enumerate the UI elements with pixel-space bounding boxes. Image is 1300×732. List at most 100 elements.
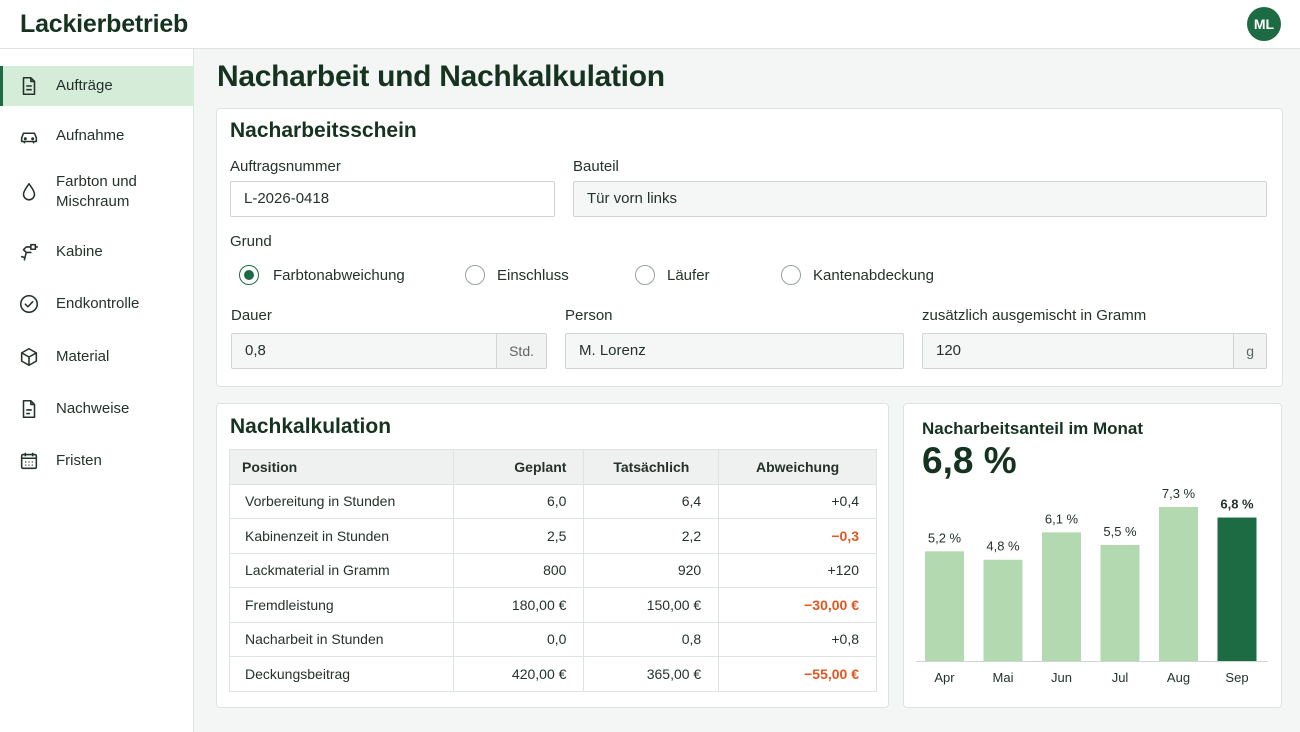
radio-circle <box>239 265 259 285</box>
table-cell-actual: 150,00 € <box>583 587 720 623</box>
chart-bar-jul <box>1100 544 1140 661</box>
column-header-position: Position <box>229 449 454 485</box>
car-icon <box>20 132 38 144</box>
user-avatar[interactable]: ML <box>1247 7 1281 41</box>
droplet-icon <box>22 182 36 201</box>
duration-value: 0,8 <box>245 342 266 359</box>
radio-label: Einschluss <box>497 266 569 284</box>
chart-tick-label: Apr <box>934 670 955 685</box>
person-input[interactable]: M. Lorenz <box>565 333 904 369</box>
reason-radio-einschluss[interactable]: Einschluss <box>465 265 569 285</box>
chart-bar-jun <box>1042 532 1081 661</box>
table-cell-actual: 0,8 <box>583 621 720 657</box>
sidebar-item-endkontrolle[interactable]: Endkontrolle <box>0 284 194 324</box>
duration-input[interactable]: 0,8 Std. <box>231 333 547 369</box>
sidebar-item-label: Nachweise <box>56 400 130 417</box>
extra-mix-unit: g <box>1233 334 1266 368</box>
reason-radio-kantenabdeckung[interactable]: Kantenabdeckung <box>781 265 934 285</box>
table-cell-position: Lackmaterial in Gramm <box>229 552 454 588</box>
table-row: Kabinenzeit in Stunden 2,5 2,2 −0,3 <box>229 518 877 554</box>
sidebar-item-auftraege[interactable]: Aufträge <box>0 66 194 106</box>
order-number-label: Auftragsnummer <box>230 158 341 175</box>
chart-data-label: 6,1 % <box>1045 511 1079 526</box>
sidebar-item-label: Material <box>56 348 110 365</box>
sidebar-item-label: Aufträge <box>56 77 113 94</box>
table-header-row: Position Geplant Tatsächlich Abweichung <box>229 449 877 485</box>
table-cell-position: Vorbereitung in Stunden <box>229 483 454 519</box>
file-icon <box>22 399 36 419</box>
radio-label: Läufer <box>667 266 710 284</box>
extra-mix-value: 120 <box>936 342 962 359</box>
table-cell-deviation: −0,3 <box>718 518 877 554</box>
chart-bar-sep <box>1217 517 1257 661</box>
box-icon <box>20 347 38 367</box>
chart-data-label: 6,8 % <box>1220 497 1254 512</box>
radio-label: Farbtonabweichung <box>273 266 405 284</box>
sidebar-item-fristen[interactable]: Fristen <box>0 441 194 481</box>
app-title: Lackierbetrieb <box>20 10 189 38</box>
sidebar-item-farbton[interactable]: Farbton und Mischraum <box>0 166 194 218</box>
calendar-icon <box>20 452 38 470</box>
chart-bar-mai <box>983 559 1023 661</box>
table-cell-position: Kabinenzeit in Stunden <box>229 518 454 554</box>
sidebar-item-label: Kabine <box>56 243 103 260</box>
top-bar: Lackierbetrieb ML <box>0 0 1300 49</box>
table-cell-deviation: −30,00 € <box>718 587 877 623</box>
table-cell-planned: 0,0 <box>452 621 585 657</box>
sidebar-item-kabine[interactable]: Kabine <box>0 232 194 272</box>
table-cell-actual: 2,2 <box>583 518 720 554</box>
sidebar-item-label: Endkontrolle <box>56 295 140 312</box>
chart-tick-label: Jul <box>1112 670 1129 685</box>
sidebar-item-label: Aufnahme <box>56 127 125 144</box>
check-circle-icon <box>19 294 39 314</box>
sidebar-item-aufnahme[interactable]: Aufnahme <box>0 116 194 156</box>
duration-label: Dauer <box>231 307 272 324</box>
bar-chart: 5,2 % Apr 4,8 % Mai 6,1 % Jun 5,5 % Jul 7,3 % Aug… <box>916 486 1268 685</box>
chart-data-label: 4,8 % <box>986 539 1020 554</box>
form-title: Nacharbeitsschein <box>230 119 417 142</box>
radio-circle <box>465 265 485 285</box>
chart-tick-label: Sep <box>1225 670 1248 685</box>
table-cell-actual: 365,00 € <box>583 656 720 692</box>
page-title: Nacharbeit und Nachkalkulation <box>217 60 665 93</box>
table-cell-deviation: +120 <box>718 552 877 588</box>
part-input[interactable]: Tür vorn links <box>573 181 1267 217</box>
part-label: Bauteil <box>573 158 619 175</box>
document-icon <box>22 76 36 96</box>
reason-label: Grund <box>230 233 272 250</box>
sidebar-item-material[interactable]: Material <box>0 337 194 377</box>
extra-mix-label: zusätzlich ausgemischt in Gramm <box>922 307 1147 324</box>
person-label: Person <box>565 307 613 324</box>
radio-circle <box>781 265 801 285</box>
chart-title: Nacharbeitsanteil im Monat <box>922 419 1144 438</box>
table-cell-deviation: +0,8 <box>718 621 877 657</box>
table-row: Nacharbeit in Stunden 0,0 0,8 +0,8 <box>229 621 877 657</box>
radio-circle <box>635 265 655 285</box>
sidebar-item-label: Fristen <box>56 452 102 469</box>
table-cell-deviation: −55,00 € <box>718 656 877 692</box>
reason-radio-laeufer[interactable]: Läufer <box>635 265 710 285</box>
spray-gun-icon <box>20 243 39 261</box>
table-row: Lackmaterial in Gramm 800 920 +120 <box>229 552 877 588</box>
chart-data-label: 7,3 % <box>1162 486 1196 501</box>
radio-label: Kantenabdeckung <box>813 266 934 284</box>
extra-mix-input[interactable]: 120 g <box>922 333 1267 369</box>
order-number-input[interactable]: L-2026-0418 <box>230 181 555 217</box>
chart-data-label: 5,2 % <box>928 530 962 545</box>
chart-bar-aug <box>1159 507 1198 661</box>
duration-unit: Std. <box>496 334 546 368</box>
chart-bar-apr <box>925 551 964 661</box>
table-cell-planned: 800 <box>452 552 585 588</box>
calc-title: Nachkalkulation <box>230 415 392 438</box>
table-cell-planned: 6,0 <box>452 483 585 519</box>
table-cell-deviation: +0,4 <box>718 483 877 519</box>
chart-headline-value: 6,8 % <box>922 440 1017 481</box>
calc-table: Position Geplant Tatsächlich Abweichung … <box>229 449 877 692</box>
column-header-deviation: Abweichung <box>718 449 877 485</box>
sidebar-item-nachweise[interactable]: Nachweise <box>0 389 194 429</box>
sidebar-item-label: Farbton und Mischraum <box>56 173 137 210</box>
chart-tick-label: Aug <box>1167 670 1190 685</box>
reason-radio-farbtonabweichung[interactable]: Farbtonabweichung <box>239 265 405 285</box>
chart-tick-label: Mai <box>993 670 1014 685</box>
chart-data-label: 5,5 % <box>1103 524 1137 539</box>
